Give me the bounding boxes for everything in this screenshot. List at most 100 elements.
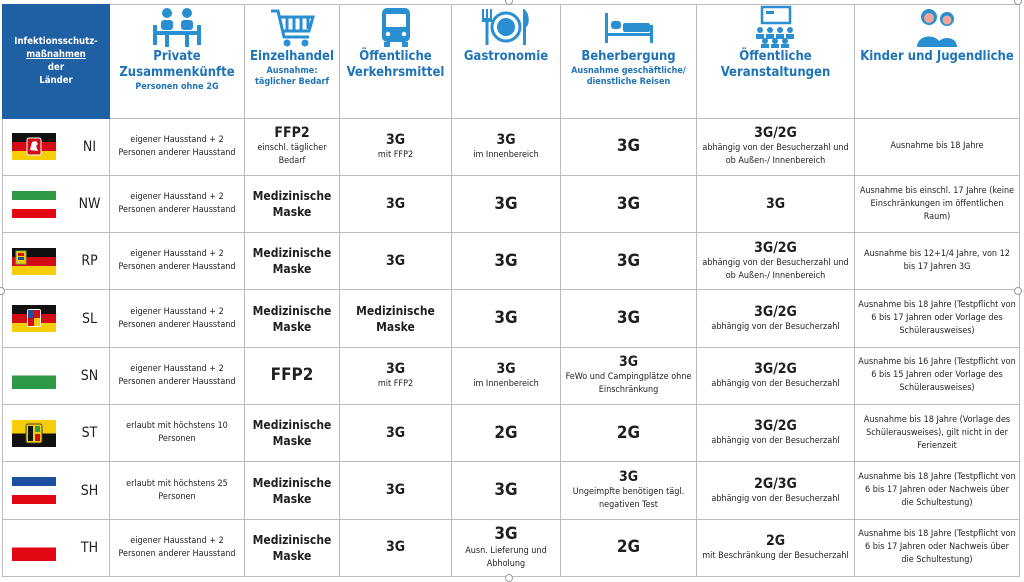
category-header: Einzelhandel Ausnahme: täglicher Bedarf [244,4,340,119]
youth-cell: Ausnahme bis 16 Jahre (Testpflicht von 6… [854,346,1020,406]
gastronomy-cell: 3G [451,289,561,348]
category-title: Private Zusammenkünfte [119,49,235,80]
table-row: ST erlaubt mit höchstens 10 Personen Mediz… [2,404,1020,463]
youth-value: Ausnahme bis 12+1/4 Jahre, von 12 bis 17… [864,249,1010,273]
niedersachsen-flag [12,133,56,161]
lodging-cell: 3G Ungeimpfte benötigen tägl. negativen T… [560,461,697,520]
lodging-cell-value: 3G [616,308,641,329]
gastronomy-cell: 3G [451,232,561,291]
transport-cell: 3G [339,518,452,578]
transport-cell: 3G [339,174,452,234]
events-cell-note: mit Beschränkung der Besucherzahl [702,550,849,561]
events-cell: 3G/2G abhängig von der Besucherzahl [696,289,855,348]
events-cell-note: abhängig von der Besucherzahl [711,321,840,332]
transport-cell-value: 3G [385,252,406,269]
gastronomy-cell-value: 3G [494,193,518,214]
private-gatherings-value: eigener Hausstand + 2 Personen anderer H… [118,134,236,158]
category-header: Öffentliche Verkehrsmittel [339,4,452,119]
gastronomy-cell-note: im Innenbereich [473,149,539,160]
selection-handle[interactable] [1014,0,1022,5]
retail-cell-value: Medizinische Maske [252,418,332,449]
sachsen-anhalt-flag [12,419,56,447]
youth-cell: Ausnahme bis 12+1/4 Jahre, von 12 bis 17… [854,232,1020,291]
table-row: TH eigener Hausstand + 2 Personen anderer… [2,518,1020,578]
bus-icon [343,5,448,49]
lodging-cell: 2G [560,518,697,578]
nordrhein-westfalen-flag [12,190,56,218]
events-cell-note: abhängig von der Besucherzahl und ob Auß… [702,257,849,281]
youth-value: Ausnahme bis 18 Jahre (Testpflicht von 6… [858,529,1016,566]
table-row: NI eigener Hausstand + 2 Personen anderer… [2,117,1020,176]
transport-cell: 3G [339,461,452,520]
corner-line: maßnahmen [26,49,86,61]
category-header: Gastronomie [451,4,561,119]
retail-cell-value: FFP2 [270,365,314,386]
bed-icon [564,5,693,49]
corner-line: Länder [39,75,73,87]
private-gatherings-value: eigener Hausstand + 2 Personen anderer H… [118,306,236,330]
selection-handle[interactable] [0,287,5,295]
selection-handle[interactable] [505,0,513,5]
state-cell: SL [2,289,110,348]
lodging-cell: 3G FeWo und Campingplätze ohne Einschränk… [560,346,697,406]
events-cell-value: 3G/2G [754,125,797,142]
private-gatherings-value: eigener Hausstand + 2 Personen anderer H… [118,363,236,387]
category-title: Gastronomie [463,49,549,64]
gastronomy-cell-value: 3G [494,480,518,501]
events-cell: 3G/2G abhängig von der Besucherzahl [696,346,855,406]
state-cell: TH [2,518,110,578]
retail-cell-value: Medizinische Maske [252,303,332,334]
events-cell-note: abhängig von der Besucherzahl [711,378,840,389]
state-cell: NW [2,174,110,234]
private-gatherings-value: erlaubt mit höchstens 25 Personen [126,478,228,502]
events-cell-note: abhängig von der Besucherzahl [711,436,840,447]
retail-cell: FFP2 [244,346,340,406]
private-gatherings-value: eigener Hausstand + 2 Personen anderer H… [118,535,236,559]
state-code: SL [81,310,97,327]
transport-cell: 3G mit FFP2 [339,346,452,406]
transport-cell-note: mit FFP2 [377,149,414,160]
events-cell: 3G/2G abhängig von der Besucherzahl und o… [696,232,855,291]
category-title: Öffentliche Verkehrsmittel [346,49,445,80]
youth-value: Ausnahme bis 18 Jahre (Vorlage des Schül… [863,414,1011,451]
lodging-cell-value: 3G [616,136,641,157]
transport-cell: Medizinische Maske [339,289,452,348]
retail-cell-value: Medizinische Maske [252,189,332,220]
lodging-cell: 3G [560,174,697,234]
state-code: SH [80,482,99,499]
plate-cutlery-icon [455,5,557,49]
events-cell: 2G/3G abhängig von der Besucherzahl [696,461,855,520]
retail-cell: FFP2 einschl. täglicher Bedarf [244,117,340,176]
gastronomy-cell: 3G im Innenbereich [451,117,561,176]
category-header: Private Zusammenkünfte Personen ohne 2G [109,4,245,119]
retail-cell-note: einschl. täglicher Bedarf [257,143,327,167]
category-subtitle: Personen ohne 2G [135,82,219,92]
category-header: Öffentliche Veranstaltungen [696,4,855,119]
gastronomy-cell: 3G Ausn. Lieferung und Abholung [451,518,561,578]
table-row: RP eigener Hausstand + 2 Personen anderer… [2,232,1020,291]
lodging-cell-value: 2G [616,537,641,558]
events-cell-note: abhängig von der Besucherzahl und ob Auß… [702,143,849,167]
state-code: NI [82,138,97,155]
transport-cell-value: 3G [385,482,406,499]
state-cell: SN [2,346,110,406]
meeting-icon [113,5,241,49]
youth-cell: Ausnahme bis einschl. 17 Jahre (keine Ei… [854,174,1020,234]
lodging-cell-value: 3G [618,354,639,371]
category-title: Beherbergung [581,49,676,64]
youth-value: Ausnahme bis einschl. 17 Jahre (keine Ei… [859,185,1015,222]
selection-handle[interactable] [1014,287,1022,295]
transport-cell-note: mit FFP2 [377,378,414,389]
state-code: RP [81,253,98,270]
measures-table: Infektionsschutz- maßnahmen der Länder P… [2,4,1020,578]
transport-cell-value: 3G [385,360,406,377]
category-title: Einzelhandel [250,49,334,64]
children-icon [858,5,1016,49]
gastronomy-cell: 3G [451,174,561,234]
private-gatherings-value: eigener Hausstand + 2 Personen anderer H… [118,192,236,216]
private-gatherings-cell: eigener Hausstand + 2 Personen anderer H… [109,174,245,234]
state-cell: SH [2,461,110,520]
events-cell-value: 3G/2G [754,239,797,256]
header-row: Infektionsschutz- maßnahmen der Länder P… [2,4,1020,119]
gastronomy-cell-value: 3G [494,524,518,545]
